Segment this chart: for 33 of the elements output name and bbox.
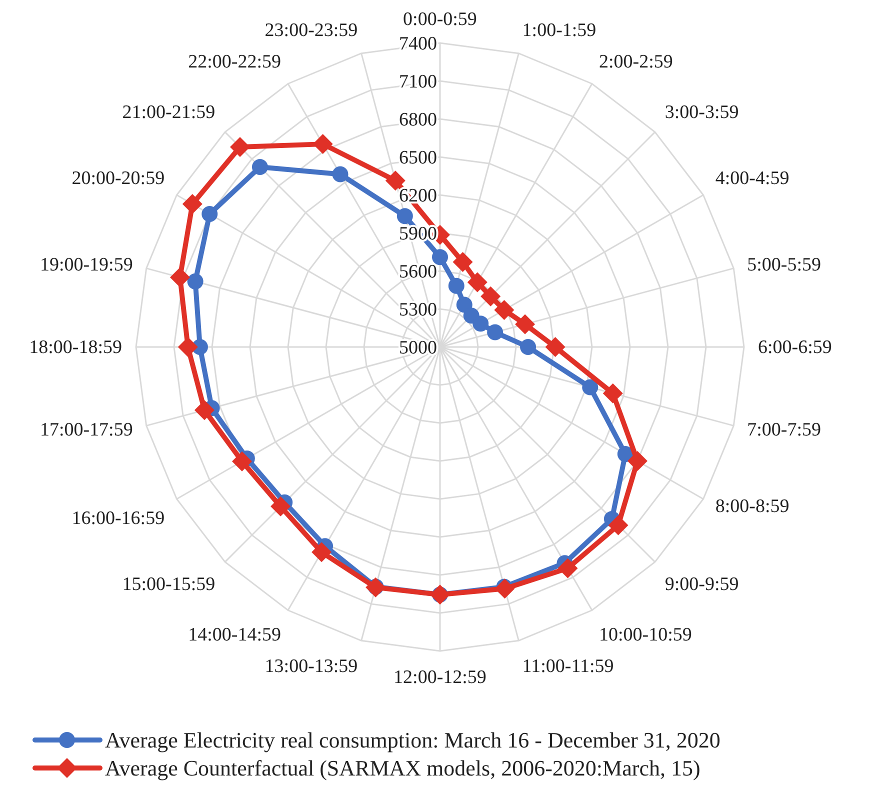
spoke-label: 1:00-1:59 xyxy=(522,20,596,41)
spoke-label: 6:00-6:59 xyxy=(758,337,832,358)
spoke-label: 18:00-18:59 xyxy=(29,337,122,358)
legend-label: Average Counterfactual (SARMAX models, 2006-2020:March, 15) xyxy=(105,756,700,781)
spoke-label: 2:00-2:59 xyxy=(599,52,673,73)
y-tick-label: 7400 xyxy=(399,34,437,55)
spoke-label: 9:00-9:59 xyxy=(664,574,739,595)
spoke-label: 3:00-3:59 xyxy=(664,102,739,124)
spoke-label: 15:00-15:59 xyxy=(122,574,216,595)
spoke-label: 12:00-12:59 xyxy=(394,667,486,688)
spoke-label: 17:00-17:59 xyxy=(40,419,133,440)
spoke-label: 16:00-16:59 xyxy=(72,508,165,529)
spoke-label: 4:00-4:59 xyxy=(715,168,790,189)
spoke-label: 13:00-13:59 xyxy=(264,656,358,678)
spoke-label: 14:00-14:59 xyxy=(188,624,281,646)
spoke-label: 19:00-19:59 xyxy=(40,254,133,276)
y-tick-label: 5600 xyxy=(399,262,437,283)
spoke-label: 8:00-8:59 xyxy=(715,496,790,517)
legend-label: Average Electricity real consumption: March 16 - December 31, 2020 xyxy=(105,728,720,753)
spoke-label: 7:00-7:59 xyxy=(747,419,822,440)
y-tick-label: 5000 xyxy=(399,338,437,359)
spoke-label: 5:00-5:59 xyxy=(747,254,822,276)
spoke-label: 20:00-20:59 xyxy=(72,168,165,189)
y-tick-label: 7100 xyxy=(399,72,437,93)
spoke-label: 23:00-23:59 xyxy=(264,20,358,41)
y-tick-label: 5300 xyxy=(399,300,437,321)
spoke-label: 21:00-21:59 xyxy=(122,102,216,124)
spoke-label: 0:00-0:59 xyxy=(403,9,477,30)
y-tick-label: 6800 xyxy=(399,110,437,131)
y-tick-label: 6500 xyxy=(399,148,437,169)
spoke-label: 10:00-10:59 xyxy=(599,624,692,646)
spoke-label: 11:00-11:59 xyxy=(522,656,614,678)
spoke-label: 22:00-22:59 xyxy=(188,52,281,73)
